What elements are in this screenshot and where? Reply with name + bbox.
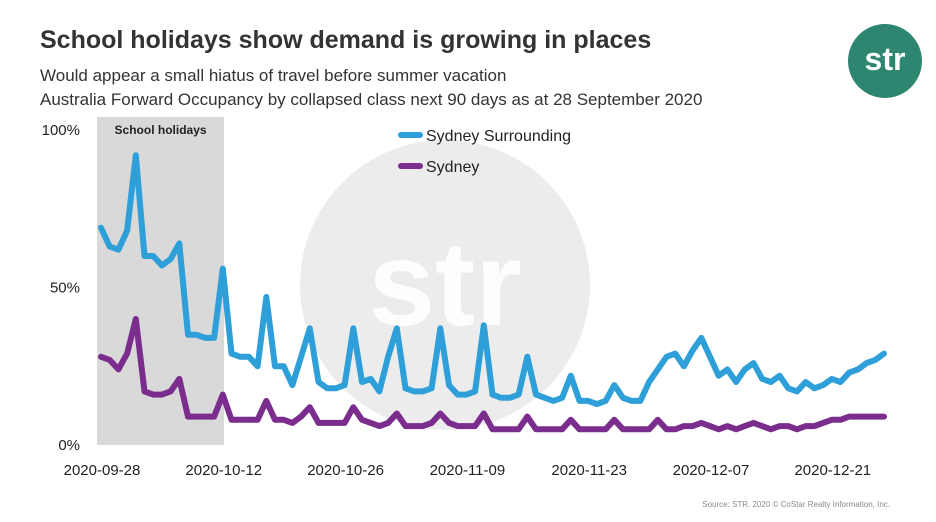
- str-logo: str: [848, 24, 922, 98]
- subtitle-line-2: Australia Forward Occupancy by collapsed…: [40, 90, 703, 109]
- series-line-sydney-surrounding: [98, 152, 887, 408]
- legend-label-sydney: Sydney: [426, 159, 479, 176]
- x-tick-label: 2020-12-21: [794, 462, 871, 479]
- x-tick-label: 2020-11-09: [430, 462, 506, 479]
- y-axis: 0% 50% 100%: [42, 122, 80, 454]
- y-tick-label: 100%: [42, 122, 80, 139]
- series-lines: [98, 152, 887, 433]
- source-note: Source: STR. 2020 © CoStar Realty Inform…: [702, 500, 890, 509]
- legend-label-sydney-surrounding: Sydney Surrounding: [426, 128, 571, 145]
- y-tick-label: 50%: [50, 280, 80, 297]
- str-logo-text: str: [864, 40, 906, 77]
- x-axis: 2020-09-28 2020-10-12 2020-10-26 2020-11-09…: [64, 462, 872, 479]
- x-tick-label: 2020-11-23: [551, 462, 627, 479]
- chart-title: School holidays show demand is growing i…: [40, 26, 652, 54]
- subtitle-line-1: Would appear a small hiatus of travel be…: [40, 66, 507, 85]
- series-line-sydney: [98, 316, 887, 433]
- watermark-circle: [300, 140, 590, 430]
- school-holidays-label: School holidays: [115, 123, 207, 137]
- x-tick-label: 2020-09-28: [64, 462, 141, 479]
- x-tick-label: 2020-10-26: [307, 462, 384, 479]
- legend: Sydney Surrounding Sydney: [398, 128, 571, 176]
- x-tick-label: 2020-10-12: [185, 462, 262, 479]
- watermark-text: str: [368, 217, 521, 351]
- chart-subtitle: Would appear a small hiatus of travel be…: [40, 64, 702, 112]
- x-tick-label: 2020-12-07: [673, 462, 750, 479]
- y-tick-label: 0%: [58, 437, 80, 454]
- school-holidays-shade: [97, 117, 225, 445]
